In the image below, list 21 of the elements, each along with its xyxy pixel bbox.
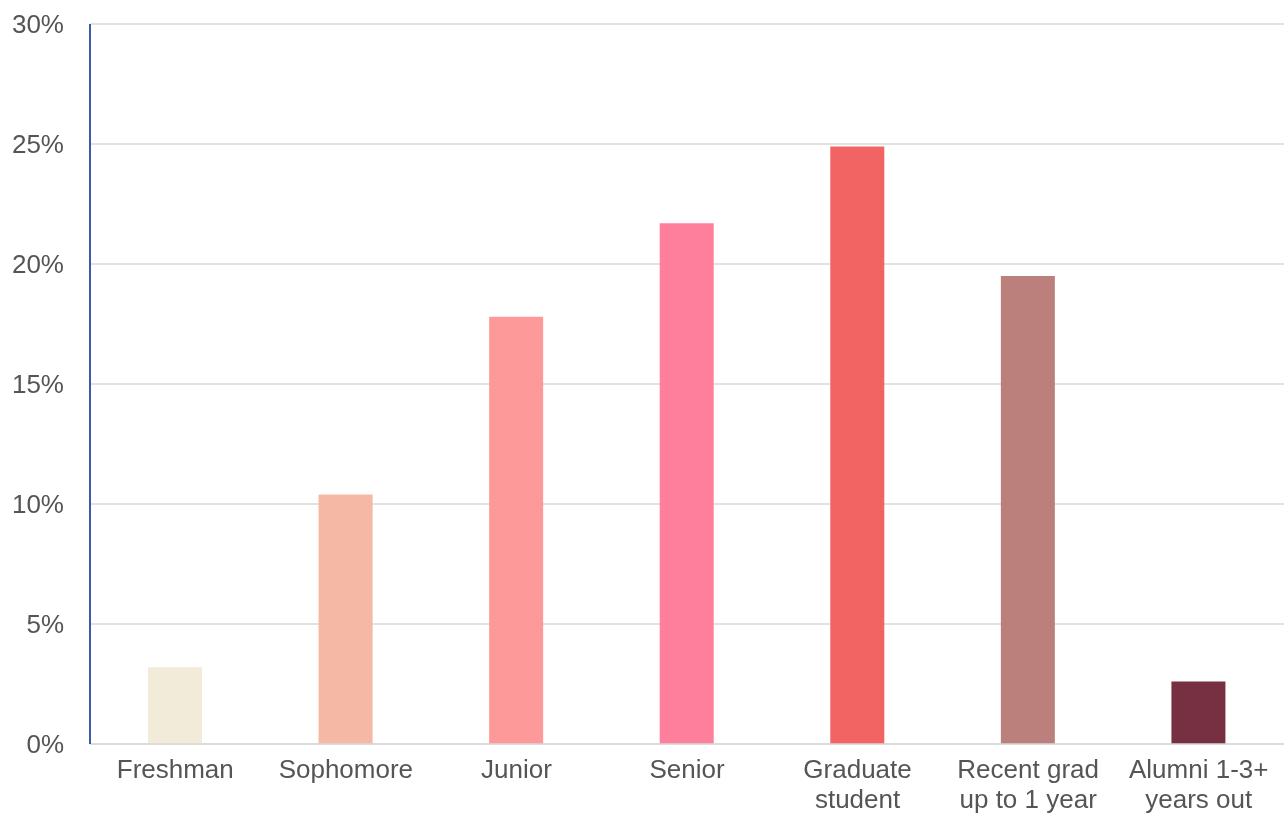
y-tick-label: 0% <box>26 729 64 760</box>
x-tick-label: Junior <box>481 754 553 784</box>
bar <box>148 667 202 744</box>
bar <box>489 316 544 744</box>
y-tick-label: 5% <box>26 609 64 640</box>
bar <box>659 223 714 744</box>
x-tick-label: Alumni 1-3+ years out <box>1128 754 1269 814</box>
y-tick-label: 30% <box>11 9 64 40</box>
bar <box>1171 681 1226 744</box>
bar <box>1000 276 1055 744</box>
y-tick-label: 25% <box>11 129 64 160</box>
x-tick-label: Senior <box>649 754 725 784</box>
bar <box>318 494 373 744</box>
y-tick-label: 15% <box>11 369 64 400</box>
x-tick-label: Sophomore <box>278 754 414 784</box>
y-tick-label: 20% <box>11 249 64 280</box>
bar <box>830 146 885 744</box>
x-tick-label: Freshman <box>116 754 234 784</box>
y-tick-label: 10% <box>11 489 64 520</box>
x-tick-label: Graduate student <box>803 754 912 814</box>
x-tick-label: Recent grad up to 1 year <box>957 754 1099 814</box>
